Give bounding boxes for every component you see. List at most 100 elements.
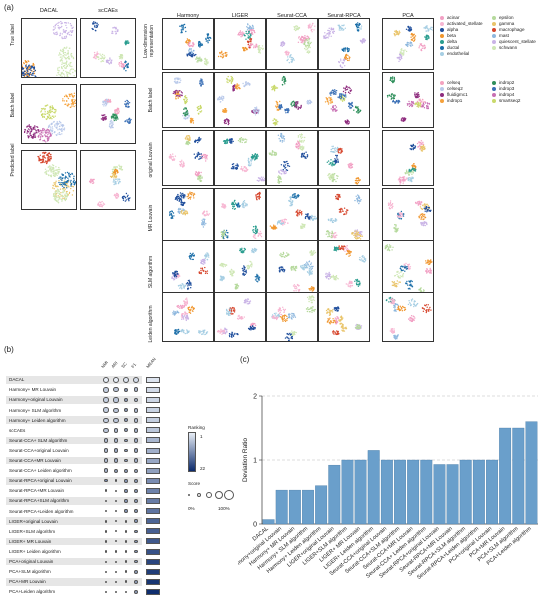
mean-rank-cell bbox=[146, 397, 160, 403]
legend-label: beta bbox=[447, 33, 456, 38]
score-circle bbox=[124, 398, 128, 402]
legend-entry: acinar bbox=[440, 15, 492, 21]
score-circle bbox=[102, 376, 110, 384]
score-circle bbox=[103, 437, 109, 443]
table-row: Seurat-CCA+original Louvain bbox=[6, 447, 142, 455]
legend-swatch bbox=[492, 46, 496, 50]
score-size-circle bbox=[215, 491, 223, 499]
score-circle bbox=[124, 519, 128, 523]
table-row: Seurat-CCA+MR Louvain bbox=[6, 456, 142, 465]
method-name: Seurat-CCA+original Louvain bbox=[9, 447, 69, 453]
score-size-circle bbox=[224, 490, 234, 500]
score-circle bbox=[104, 550, 108, 553]
legend-swatch bbox=[492, 93, 496, 97]
legend-entry: activated_stellate bbox=[440, 21, 492, 27]
legend-label: macrophage bbox=[499, 27, 525, 32]
score-circle bbox=[133, 448, 139, 453]
legend-label: gamma bbox=[499, 21, 515, 26]
panel-a-label: (a) bbox=[4, 3, 14, 12]
score-circle bbox=[134, 489, 138, 493]
method-name: Harmony+ Leiden algorithm bbox=[9, 417, 66, 423]
bar bbox=[499, 427, 512, 525]
score-circle bbox=[134, 549, 138, 554]
table-row: Harmony+ SLM algorithm bbox=[6, 406, 142, 414]
mean-rank-cell bbox=[146, 508, 160, 515]
legend-label: epsilon bbox=[499, 15, 514, 20]
umap-panel bbox=[318, 18, 370, 70]
score-circle bbox=[124, 388, 128, 392]
table-row: Seurat-RPCA+MR Louvain bbox=[6, 487, 142, 495]
metric-table: NMI ARI SC F1 MEAN DACAL Harmony+ MR Louvain Ha… bbox=[6, 356, 166, 601]
umap-panel bbox=[162, 72, 214, 128]
score-circle bbox=[134, 539, 138, 544]
legend-entry: alpha bbox=[440, 27, 492, 33]
score-circle bbox=[115, 570, 118, 573]
bar bbox=[341, 459, 354, 525]
legend-label: smartseq2 bbox=[499, 98, 521, 103]
score-circle bbox=[103, 448, 109, 453]
score-circle bbox=[104, 479, 108, 483]
legend-label: activated_stellate bbox=[447, 21, 483, 26]
method-name: Seurat-CCA+ SLM algorithm bbox=[9, 437, 68, 443]
table-row: PCA+original Louvain bbox=[6, 557, 142, 566]
bar bbox=[315, 485, 328, 525]
score-circle bbox=[124, 489, 128, 493]
method-name: DACAL bbox=[9, 377, 25, 383]
legend-entry: indrop2 bbox=[492, 80, 544, 86]
score-circle bbox=[124, 479, 128, 483]
umap-panel bbox=[382, 240, 434, 296]
score-circle bbox=[122, 376, 130, 383]
score-size-legend bbox=[186, 488, 246, 502]
score-circle bbox=[113, 448, 119, 453]
umap-panel bbox=[382, 130, 434, 186]
legend-swatch bbox=[440, 40, 444, 44]
table-row: LIGER+SLM algorithm bbox=[6, 528, 142, 536]
row-label-mr-louvain: MR Louvain bbox=[148, 204, 154, 232]
score-circle bbox=[114, 510, 118, 513]
mean-rank-cell bbox=[146, 538, 160, 545]
method-name: scCAEs bbox=[9, 427, 26, 433]
method-name: Seurat-RPCA+MR Louvain bbox=[9, 488, 65, 494]
umap-panel bbox=[266, 292, 318, 342]
score-circle bbox=[104, 519, 108, 523]
legend-swatch bbox=[440, 16, 444, 20]
legend-swatch bbox=[440, 81, 444, 85]
col-header-pca: PCA bbox=[402, 13, 414, 19]
score-circle bbox=[124, 590, 128, 594]
mean-rank-cell bbox=[146, 568, 160, 575]
score-circle bbox=[115, 580, 118, 583]
umap-panel bbox=[318, 240, 370, 296]
umap-panel bbox=[382, 72, 434, 128]
row-label-original-louvain: original Louvain bbox=[148, 142, 154, 178]
score-circle bbox=[113, 407, 119, 413]
table-row: Seurat-RPCA+SLM algorithm bbox=[6, 497, 142, 505]
legend-entry: delta bbox=[440, 39, 492, 45]
umap-panel bbox=[266, 130, 318, 186]
score-circle bbox=[124, 418, 128, 423]
score-circle bbox=[133, 468, 139, 473]
legend-swatch bbox=[440, 34, 444, 38]
legend-swatch bbox=[440, 28, 444, 32]
score-size-circle bbox=[188, 494, 190, 496]
row-label-slm: SLM algorithm bbox=[148, 255, 154, 289]
mean-rank-cell bbox=[146, 528, 160, 535]
y-tick-label: 1 bbox=[253, 458, 257, 465]
method-name: Seurat-CCA+ Leiden algorithm bbox=[9, 468, 72, 474]
score-circle bbox=[134, 569, 138, 574]
score-circle bbox=[113, 438, 119, 443]
umap-panel bbox=[318, 130, 370, 186]
row-label-predicted: Predicted label bbox=[10, 143, 16, 177]
bar bbox=[354, 459, 367, 525]
score-circle bbox=[133, 428, 139, 433]
bar bbox=[420, 459, 433, 525]
legend-label: indrop3 bbox=[499, 86, 515, 91]
legend-swatch bbox=[440, 22, 444, 26]
legend-swatch bbox=[440, 93, 444, 97]
table-row: LIGER+original Louvain bbox=[6, 517, 142, 525]
legend-entry: fluidigmc1 bbox=[440, 92, 492, 98]
legend-label: alpha bbox=[447, 27, 459, 32]
score-size-circle bbox=[197, 493, 201, 497]
mean-rank-cell bbox=[146, 427, 160, 434]
score-circle bbox=[134, 559, 138, 564]
